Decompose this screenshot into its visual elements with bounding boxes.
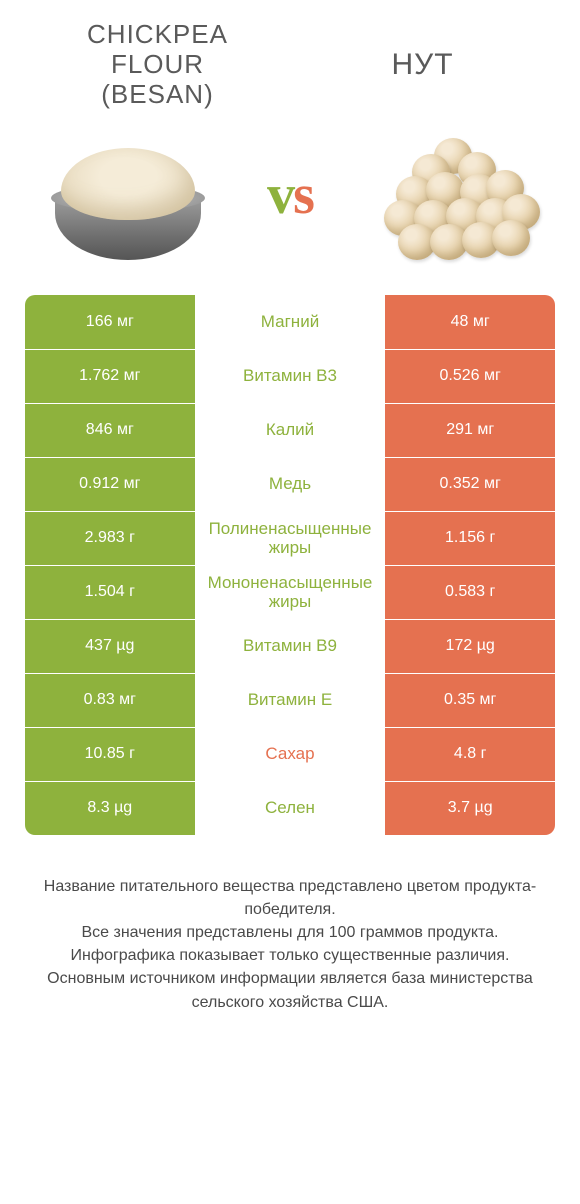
left-value: 166 мг: [25, 295, 195, 349]
right-value: 0.35 мг: [385, 673, 555, 727]
right-value: 3.7 µg: [385, 781, 555, 835]
table-row: 2.983 гПолиненасыщенные жиры1.156 г: [25, 511, 555, 565]
nutrient-label: Селен: [195, 781, 386, 835]
caption-line: Основным источником информации является …: [25, 967, 555, 1013]
nutrient-label: Медь: [195, 457, 386, 511]
left-value: 1.504 г: [25, 565, 195, 619]
title-line: НУТ: [290, 48, 555, 83]
caption-line: Инфографика показывает только существенн…: [25, 944, 555, 967]
right-product-title: НУТ: [290, 48, 555, 83]
caption-line: Название питательного вещества представл…: [25, 875, 555, 921]
right-value: 0.583 г: [385, 565, 555, 619]
vs-text: vs: [267, 163, 313, 227]
nutrient-label: Мононенасыщенные жиры: [195, 565, 386, 619]
left-value: 2.983 г: [25, 511, 195, 565]
table-row: 166 мгМагний48 мг: [25, 295, 555, 349]
nutrient-label: Витамин E: [195, 673, 386, 727]
flour-bowl-icon: [43, 120, 213, 270]
right-value: 4.8 г: [385, 727, 555, 781]
title-line: FLOUR: [25, 50, 290, 80]
right-value: 0.526 мг: [385, 349, 555, 403]
table-row: 846 мгКалий291 мг: [25, 403, 555, 457]
nutrient-label: Витамин B3: [195, 349, 386, 403]
left-value: 8.3 µg: [25, 781, 195, 835]
caption-line: Все значения представлены для 100 граммо…: [25, 921, 555, 944]
right-value: 0.352 мг: [385, 457, 555, 511]
nutrient-label: Магний: [195, 295, 386, 349]
image-row: vs: [25, 120, 555, 270]
left-value: 846 мг: [25, 403, 195, 457]
right-value: 48 мг: [385, 295, 555, 349]
right-value: 1.156 г: [385, 511, 555, 565]
right-product-image: [350, 120, 555, 270]
header-row: CHICKPEA FLOUR (BESAN) НУТ: [25, 20, 555, 110]
table-row: 1.504 гМононенасыщенные жиры0.583 г: [25, 565, 555, 619]
left-value: 10.85 г: [25, 727, 195, 781]
left-value: 0.83 мг: [25, 673, 195, 727]
left-product-image: [25, 120, 230, 270]
nutrient-label: Сахар: [195, 727, 386, 781]
left-value: 0.912 мг: [25, 457, 195, 511]
nutrient-label: Витамин B9: [195, 619, 386, 673]
nutrient-label: Полиненасыщенные жиры: [195, 511, 386, 565]
vs-label: vs: [230, 163, 350, 227]
right-value: 172 µg: [385, 619, 555, 673]
table-row: 0.83 мгВитамин E0.35 мг: [25, 673, 555, 727]
left-value: 437 µg: [25, 619, 195, 673]
table-row: 0.912 мгМедь0.352 мг: [25, 457, 555, 511]
comparison-table: 166 мгМагний48 мг1.762 мгВитамин B30.526…: [25, 295, 555, 835]
title-line: CHICKPEA: [25, 20, 290, 50]
left-product-title: CHICKPEA FLOUR (BESAN): [25, 20, 290, 110]
caption: Название питательного вещества представл…: [25, 875, 555, 1014]
table-row: 8.3 µgСелен3.7 µg: [25, 781, 555, 835]
title-line: (BESAN): [25, 80, 290, 110]
chickpeas-icon: [368, 120, 538, 270]
right-value: 291 мг: [385, 403, 555, 457]
nutrient-label: Калий: [195, 403, 386, 457]
table-row: 1.762 мгВитамин B30.526 мг: [25, 349, 555, 403]
left-value: 1.762 мг: [25, 349, 195, 403]
table-row: 437 µgВитамин B9172 µg: [25, 619, 555, 673]
table-row: 10.85 гСахар4.8 г: [25, 727, 555, 781]
